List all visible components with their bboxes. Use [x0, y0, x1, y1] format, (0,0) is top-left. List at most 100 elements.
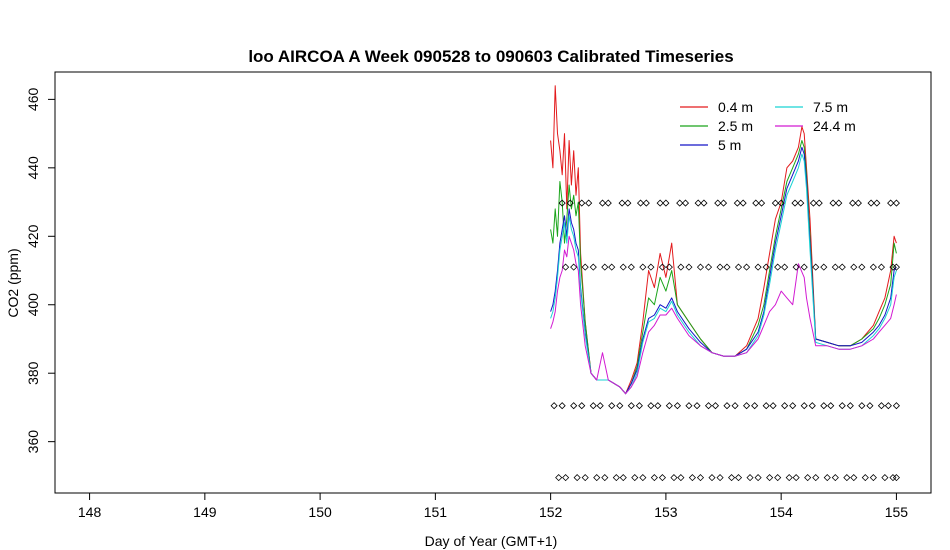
x-tick-label: 153	[654, 504, 678, 520]
marker-point	[771, 199, 779, 207]
marker-point	[791, 199, 799, 207]
marker-point	[581, 263, 589, 271]
marker-point	[831, 474, 839, 482]
marker-point	[681, 199, 690, 207]
marker-point	[820, 402, 828, 410]
marker-point	[662, 199, 670, 207]
marker-point	[714, 199, 722, 207]
marker-point	[639, 474, 647, 482]
marker-point	[562, 263, 570, 271]
marker-point	[676, 199, 684, 207]
marker-point	[696, 474, 705, 482]
marker-point	[704, 402, 713, 410]
marker-point	[850, 263, 858, 271]
marker-point	[849, 199, 857, 207]
marker-point	[694, 199, 702, 207]
marker-point	[774, 474, 782, 482]
marker-point	[757, 199, 766, 207]
marker-point	[658, 474, 667, 482]
marker-point	[650, 474, 658, 482]
marker-point	[743, 402, 751, 410]
marker-point	[693, 402, 701, 410]
marker-point	[578, 199, 586, 207]
marker-point	[700, 199, 708, 207]
marker-point	[578, 402, 586, 410]
marker-point	[631, 474, 639, 482]
marker-point	[754, 263, 762, 271]
marker-point	[642, 199, 650, 207]
series-line-2	[550, 146, 897, 395]
y-tick-label: 400	[25, 293, 41, 317]
marker-point	[820, 263, 828, 271]
marker-point	[665, 402, 673, 410]
legend-label-0: 0.4 m	[718, 99, 753, 115]
marker-point	[892, 199, 900, 207]
marker-point	[854, 199, 862, 207]
marker-point	[562, 474, 570, 482]
marker-point	[696, 263, 705, 271]
y-axis-label: CO2 (ppm)	[5, 248, 21, 317]
marker-point	[812, 474, 820, 482]
marker-point	[823, 474, 831, 482]
marker-point	[677, 474, 685, 482]
plot-area-frame	[54, 71, 932, 494]
marker-point	[781, 263, 789, 271]
x-tick-label: 148	[78, 504, 102, 520]
marker-point	[869, 263, 877, 271]
marker-point	[752, 199, 760, 207]
marker-point	[815, 199, 823, 207]
legend-label-2: 5 m	[718, 137, 741, 153]
marker-point	[827, 402, 835, 410]
marker-point	[739, 199, 747, 207]
marker-point	[800, 263, 808, 271]
marker-point	[762, 402, 770, 410]
marker-point	[570, 263, 578, 271]
x-axis: 148 149 150 151 152 153 154 155	[78, 492, 908, 520]
chart-title: loo AIRCOA A Week 090528 to 090603 Calib…	[248, 47, 733, 66]
marker-point	[604, 199, 612, 207]
marker-point	[589, 263, 597, 271]
marker-point	[677, 263, 685, 271]
marker-point	[711, 402, 720, 410]
y-tick-label: 460	[25, 87, 41, 111]
legend: 0.4 m 2.5 m 5 m 7.5 m 24.4 m	[680, 99, 856, 153]
legend-label-3: 7.5 m	[813, 99, 848, 115]
marker-point	[619, 474, 627, 482]
y-tick-label: 380	[25, 361, 41, 385]
marker-point	[892, 263, 900, 271]
series-line-4	[550, 235, 897, 395]
marker-point	[746, 474, 754, 482]
marker-point	[800, 402, 808, 410]
marker-point	[716, 474, 724, 482]
marker-point	[734, 263, 743, 271]
marker-point	[867, 199, 875, 207]
marker-point	[754, 474, 762, 482]
marker-point	[601, 263, 609, 271]
marker-point	[570, 402, 578, 410]
marker-point	[647, 402, 655, 410]
marker-point	[881, 474, 889, 482]
marker-point	[658, 263, 667, 271]
marker-point	[892, 402, 900, 410]
marker-point	[555, 474, 563, 482]
marker-point	[601, 474, 609, 482]
marker-point	[581, 474, 589, 482]
x-tick-label: 150	[308, 504, 332, 520]
marker-point	[877, 263, 886, 271]
x-axis-label: Day of Year (GMT+1)	[425, 533, 558, 549]
marker-point	[670, 474, 678, 482]
marker-point	[873, 199, 881, 207]
marker-point	[723, 263, 731, 271]
marker-point	[688, 474, 696, 482]
marker-point	[596, 402, 604, 410]
marker-point	[665, 263, 673, 271]
marker-point	[731, 402, 739, 410]
series-line-3	[550, 153, 897, 395]
x-tick-label: 152	[539, 504, 563, 520]
marker-layer	[550, 199, 900, 482]
marker-point	[618, 199, 626, 207]
marker-point	[762, 263, 770, 271]
marker-point	[558, 199, 566, 207]
marker-point	[743, 263, 751, 271]
